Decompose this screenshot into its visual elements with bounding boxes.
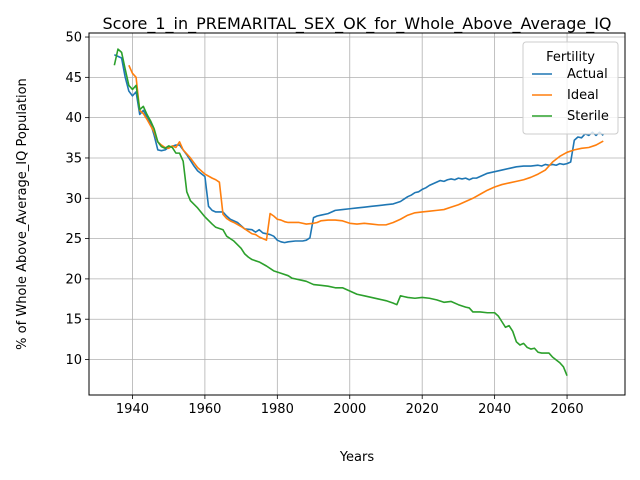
x-tick-label: 1980	[261, 402, 294, 417]
y-tick-label: 50	[65, 31, 82, 46]
y-tick-label: 35	[65, 151, 82, 166]
y-tick-label: 25	[65, 232, 82, 247]
x-tick-label: 1960	[188, 402, 221, 417]
legend: Fertility Actual Ideal Sterile	[522, 41, 619, 135]
x-axis: 1940 1960 1980 2000 2020 2040 2060	[116, 395, 584, 417]
chart-title: Score_1_in_PREMARITAL_SEX_OK_for_Whole_A…	[103, 14, 612, 34]
series-line-sterile	[113, 48, 568, 376]
x-axis-label: Years	[339, 450, 375, 465]
y-axis: 10 15 20 25 30 35 40 45 50	[65, 31, 89, 368]
y-tick-label: 30	[65, 192, 82, 207]
legend-label-sterile: Sterile	[567, 109, 609, 124]
x-tick-label: 2020	[406, 402, 439, 417]
y-tick-label: 10	[65, 353, 82, 368]
y-tick-label: 15	[65, 313, 82, 328]
legend-label-actual: Actual	[567, 67, 608, 82]
x-tick-label: 2000	[333, 402, 366, 417]
legend-title: Fertility	[546, 50, 595, 65]
series-layer	[113, 48, 604, 376]
legend-entries: Actual Ideal Sterile	[532, 67, 609, 124]
x-tick-label: 1940	[116, 402, 149, 417]
y-tick-label: 40	[65, 111, 82, 126]
y-axis-label: % of Whole Above_Average_IQ Population	[15, 78, 30, 350]
x-tick-label: 2060	[551, 402, 584, 417]
plot-frame	[88, 32, 626, 396]
legend-box	[522, 41, 619, 135]
y-tick-label: 45	[65, 71, 82, 86]
y-tick-label: 20	[65, 272, 82, 287]
series-line-actual	[114, 54, 604, 244]
x-tick-label: 2040	[478, 402, 511, 417]
series-line-ideal	[128, 64, 604, 241]
grid	[89, 33, 625, 395]
legend-label-ideal: Ideal	[567, 88, 599, 103]
